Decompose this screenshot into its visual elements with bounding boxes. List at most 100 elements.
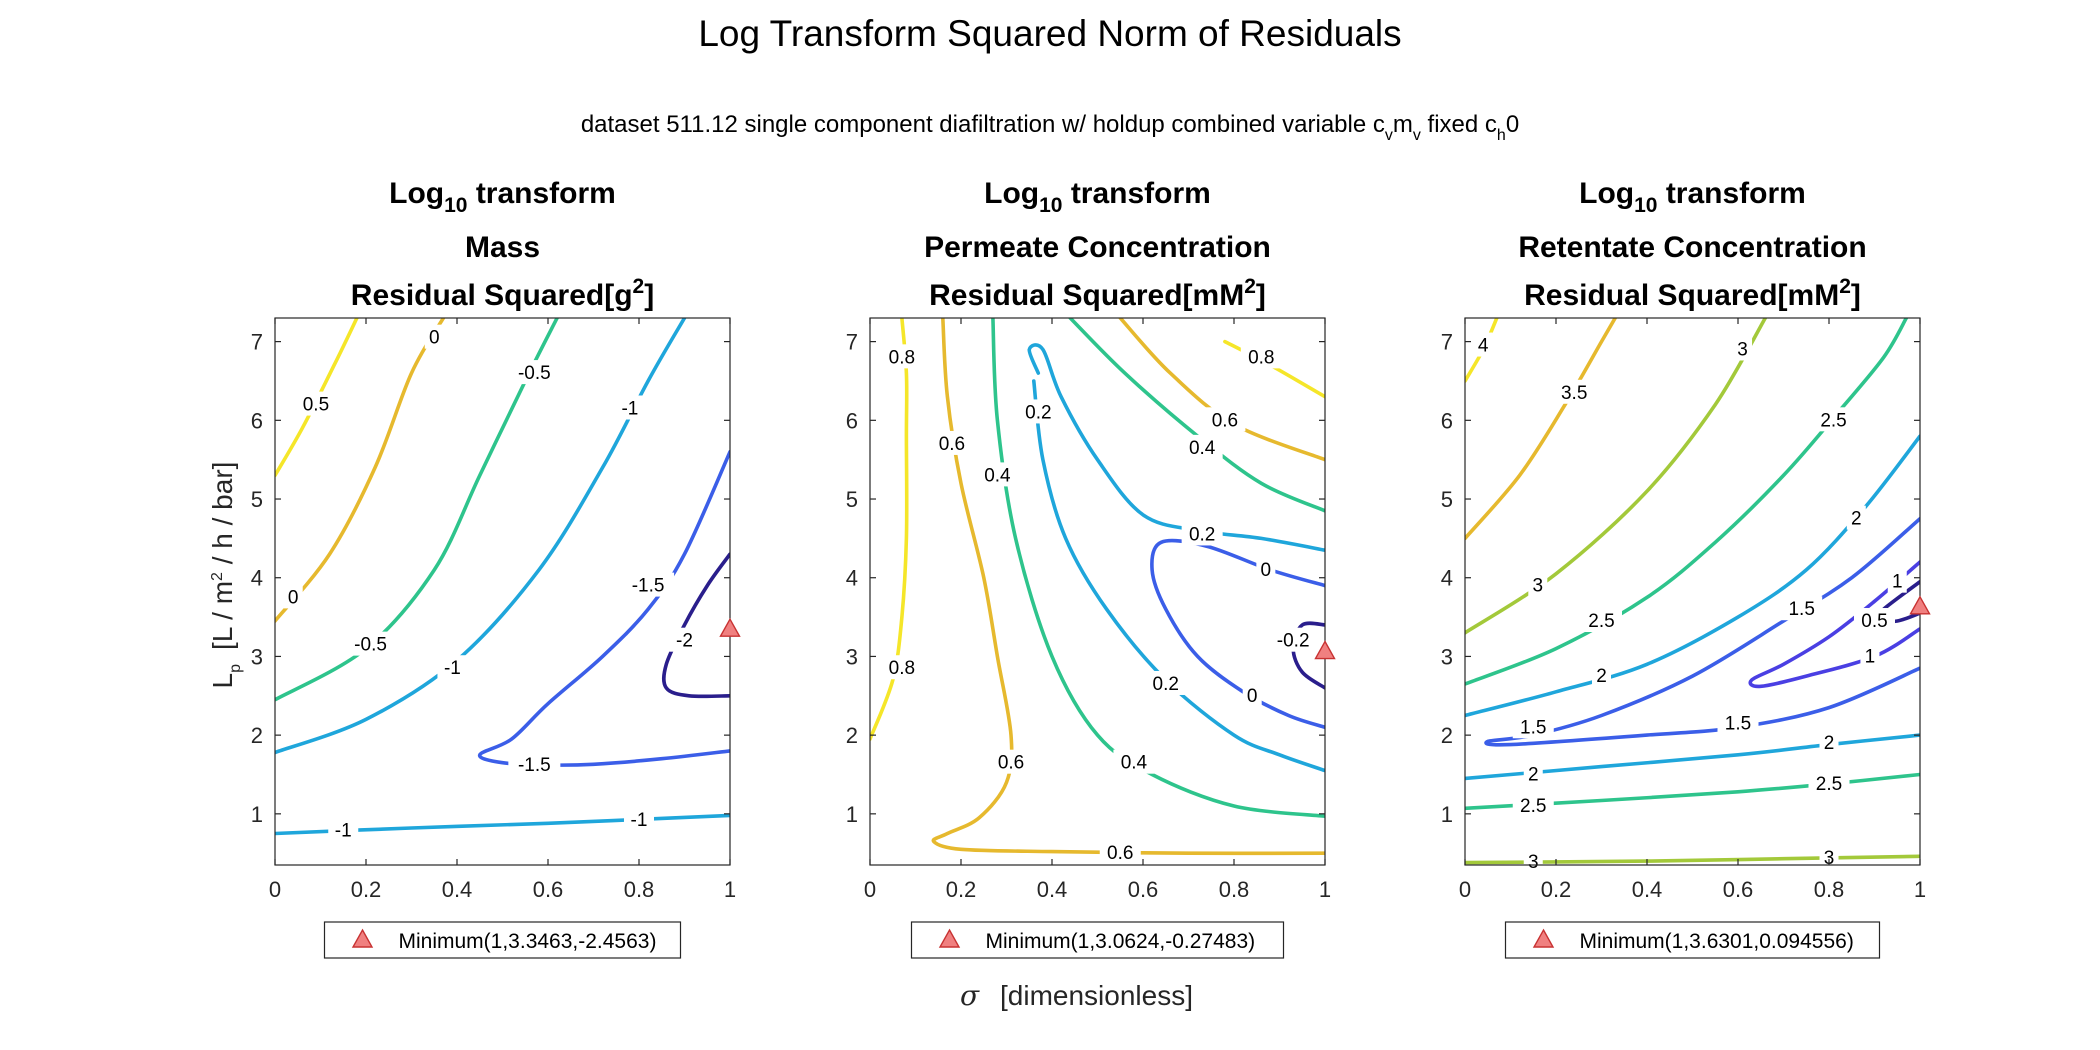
contour-label: 1.5 [1520, 717, 1546, 738]
contour-line [1027, 343, 1325, 552]
contour-line [1068, 318, 1325, 513]
contour-label: 1 [1865, 646, 1876, 667]
contour-label: 0.2 [1189, 524, 1215, 545]
contour-label: 3 [1824, 848, 1835, 869]
contour-line [870, 318, 909, 741]
contour-line [1118, 318, 1325, 462]
legend-box [1504, 921, 1881, 959]
minimum-marker [719, 617, 741, 637]
y-tick-label: 7 [251, 330, 263, 355]
y-ticks: 1 2 3 4 5 6 7 [251, 330, 730, 827]
contour-label: 0.8 [889, 347, 915, 368]
panel-title-line2: Permeate Concentration [924, 231, 1271, 264]
contour-label: 0 [1247, 686, 1258, 707]
contour-label-bg [1113, 749, 1155, 774]
contour-label-bg [1473, 332, 1493, 357]
panel-title-line2: Mass [465, 231, 540, 264]
contour-label: 2.5 [1520, 796, 1546, 817]
y-tick-label: 7 [1441, 330, 1453, 355]
contour-label: 0 [1261, 560, 1272, 581]
contour-label: 3 [1533, 576, 1544, 597]
panel-title-line3: Residual Squared[g2] [351, 275, 654, 312]
contour-label-bg [1267, 627, 1320, 652]
contour-label-bg [1733, 336, 1753, 361]
y-ticks: 1 2 3 4 5 6 7 [846, 330, 1325, 827]
contour-label: 0.6 [1107, 843, 1133, 864]
contour-line [991, 318, 1325, 818]
axes-box [274, 317, 731, 866]
x-tick-label: 0.8 [1814, 877, 1845, 902]
contour-label-bg [1256, 556, 1276, 581]
contour-line [661, 552, 730, 699]
contour-label-bg [1813, 407, 1855, 432]
x-tick-label: 0.4 [442, 877, 473, 902]
contour-label-bg [508, 752, 561, 777]
contour-label: 0.6 [939, 434, 965, 455]
x-tick-label: 0.4 [1037, 877, 1068, 902]
contour-label-bg [1528, 572, 1548, 597]
contour-panels: Log10 transform Mass Residual Squared[g2] 0… [251, 177, 1931, 959]
x-axis-label: σ [dimensionless] [960, 979, 1193, 1012]
contour-label: 0.2 [1025, 402, 1051, 423]
contour-label-bg [328, 817, 359, 842]
contour-label: 2.5 [1820, 410, 1846, 431]
contour-label: 2 [1528, 764, 1539, 785]
contour-label: 0.6 [998, 753, 1024, 774]
contour-label-bg [424, 324, 444, 349]
y-tick-label: 2 [1441, 723, 1453, 748]
contour-label: 1 [1892, 572, 1903, 593]
contour-label-bg [1523, 848, 1543, 873]
contour-line [1465, 318, 1617, 541]
x-axis-text: [dimensionless] [1000, 980, 1193, 1011]
contour-label: 0.4 [1189, 438, 1216, 459]
panel-title-line3: Residual Squared[mM2] [1524, 275, 1861, 312]
y-tick-label: 3 [1441, 644, 1453, 669]
y-ticks: 1 2 3 4 5 6 7 [1441, 330, 1920, 827]
contour-line [1465, 733, 1920, 781]
contour-label: 0.8 [1248, 347, 1274, 368]
contour-label-bg [622, 572, 675, 597]
contour-labels: 0.5 0 0 -0.5 -0.5 -1 -1 -1 -1 -1.5 -1.5 -2 [283, 324, 700, 842]
contour-label-bg [1819, 844, 1839, 869]
y-tick-label: 5 [251, 487, 263, 512]
contour-label-bg [344, 631, 397, 656]
x-tick-label: 0 [864, 877, 876, 902]
y-axis-label: Lp[L / m2 / h / bar] [207, 462, 244, 689]
x-tick-label: 1 [1914, 877, 1926, 902]
y-tick-label: 1 [846, 802, 858, 827]
contour-label-bg [990, 749, 1032, 774]
contour-label-bg [283, 584, 303, 609]
contour-label-bg [1887, 568, 1907, 593]
contour-label: -2 [676, 631, 693, 652]
contour-line [1032, 379, 1325, 773]
contour-label: 0.4 [984, 465, 1011, 486]
legend: Minimum(1,3.3463,-2.4563) [323, 921, 682, 959]
contour-label: 1.5 [1788, 599, 1814, 620]
contour-line [1465, 318, 1909, 686]
x-tick-label: 0.8 [624, 877, 655, 902]
contour-label: -1 [335, 820, 352, 841]
legend-marker [1532, 928, 1555, 948]
y-tick-label: 4 [251, 566, 263, 591]
contour-label-bg [508, 360, 561, 385]
contour-line [275, 318, 446, 623]
figure-subtitle: dataset 511.12 single component diafiltr… [581, 111, 1519, 144]
contour-label-bg [1017, 399, 1059, 424]
contour-label-bg [1860, 643, 1880, 668]
contour-label-bg [881, 655, 923, 680]
contour-label-bg [295, 391, 337, 416]
figure-title: Log Transform Squared Norm of Residuals [698, 13, 1401, 54]
contour-label-bg [1523, 761, 1543, 786]
y-tick-label: 6 [251, 408, 263, 433]
axes-box [1464, 317, 1921, 866]
y-tick-label: 7 [846, 330, 858, 355]
contour-label-bg [1581, 608, 1622, 633]
contour-label-bg [624, 807, 654, 832]
contour-labels: 0.8 0.8 0.8 0.6 0.6 0.6 0.6 0.4 0.4 0.4 0.2 0.2 0.2 0… [881, 344, 1320, 865]
x-axis-symbol: σ [960, 979, 980, 1012]
y-tick-label: 2 [846, 723, 858, 748]
minimum-marker [1909, 595, 1931, 615]
contour-label-bg [1181, 434, 1223, 459]
contour-label-bg [1717, 710, 1759, 735]
